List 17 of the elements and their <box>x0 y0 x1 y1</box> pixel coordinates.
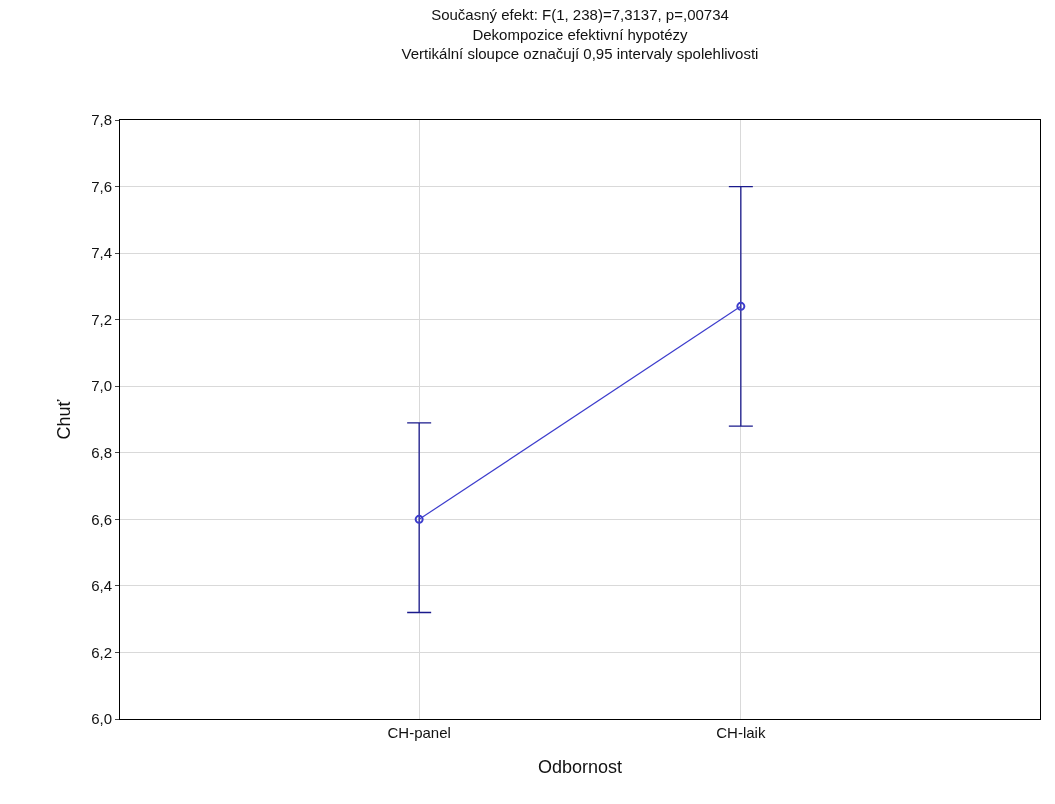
y-axis-title: Chuť <box>54 399 75 440</box>
x-axis-title: Odbornost <box>537 757 623 778</box>
y-tick-label: 6,8 <box>91 444 112 462</box>
chart-title: Současný efekt: F(1, 238)=7,3137, p=,00734 <box>431 6 729 24</box>
y-tick-label: 7,4 <box>91 244 112 262</box>
y-tick-label: 7,6 <box>91 177 112 195</box>
y-tick-label: 7,8 <box>91 111 112 129</box>
y-tick-label: 6,0 <box>91 710 112 728</box>
chart-subtitle: Dekompozice efektivní hypotézy <box>472 25 689 43</box>
y-tick-label: 7,2 <box>91 310 112 328</box>
y-tick-label: 6,2 <box>91 643 112 661</box>
y-tick-label: 7,0 <box>91 377 112 395</box>
x-tick-label: CH-laik <box>716 724 766 741</box>
text: Vertikální sloupce označují 0,95 intervaly spolehlivosti <box>401 45 759 63</box>
x-tick-label: CH-panel <box>387 724 451 741</box>
y-tick-label: 6,4 <box>91 577 112 595</box>
y-tick-label: 6,6 <box>91 510 112 528</box>
